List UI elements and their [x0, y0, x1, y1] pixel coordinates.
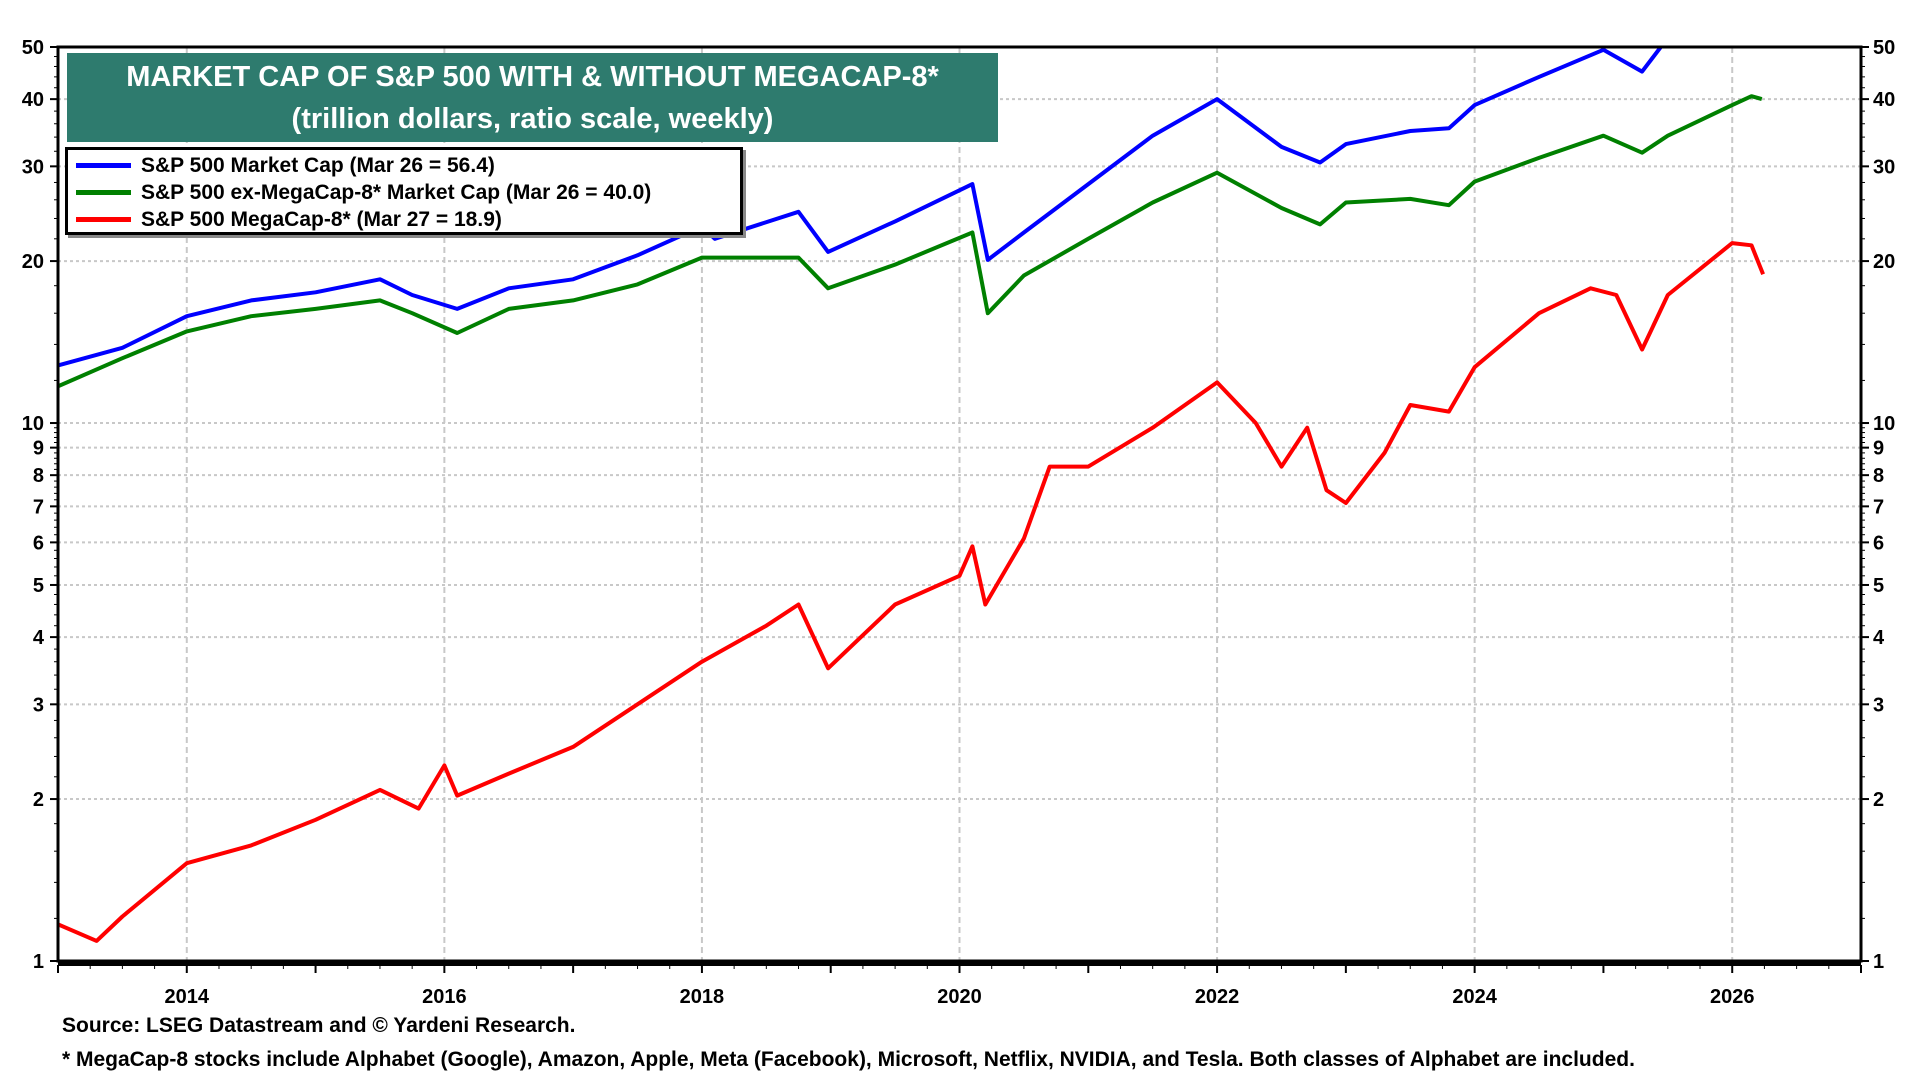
legend-label: S&P 500 Market Cap (Mar 26 = 56.4): [141, 153, 495, 177]
y-tick-label-left: 5: [33, 575, 44, 597]
y-tick-label-right: 20: [1873, 251, 1895, 273]
y-tick-label-right: 6: [1873, 532, 1884, 554]
y-tick-label-left: 6: [33, 532, 44, 554]
x-tick-label: 2018: [680, 986, 725, 1008]
y-tick-label-right: 10: [1873, 413, 1895, 435]
y-tick-label-right: 50: [1873, 37, 1895, 59]
y-tick-label-left: 40: [22, 89, 44, 111]
source-note: Source: LSEG Datastream and © Yardeni Re…: [62, 1014, 576, 1037]
y-tick-label-left: 8: [33, 465, 44, 487]
legend: S&P 500 Market Cap (Mar 26 = 56.4) S&P 5…: [65, 147, 743, 235]
y-tick-label-right: 7: [1873, 496, 1884, 518]
chart-title-box: MARKET CAP OF S&P 500 WITH & WITHOUT MEG…: [67, 53, 998, 142]
y-tick-label-left: 50: [22, 37, 44, 59]
y-tick-label-left: 7: [33, 496, 44, 518]
series-line-0: [58, 47, 1664, 368]
legend-swatch-red: [76, 217, 131, 222]
y-tick-label-left: 3: [33, 694, 44, 716]
y-tick-label-right: 1: [1873, 951, 1884, 973]
y-tick-label-right: 8: [1873, 465, 1884, 487]
y-tick-label-left: 10: [22, 413, 44, 435]
x-tick-label: 2014: [165, 986, 210, 1008]
y-tick-label-left: 2: [33, 789, 44, 811]
y-tick-label-right: 3: [1873, 694, 1884, 716]
legend-label: S&P 500 ex-MegaCap-8* Market Cap (Mar 26…: [141, 180, 652, 204]
x-tick-label: 2022: [1195, 986, 1240, 1008]
y-tick-label-left: 1: [33, 951, 44, 973]
y-tick-label-left: 20: [22, 251, 44, 273]
y-tick-label-right: 4: [1873, 627, 1885, 649]
y-tick-label-left: 30: [22, 156, 44, 178]
y-tick-label-right: 40: [1873, 89, 1895, 111]
legend-item: S&P 500 ex-MegaCap-8* Market Cap (Mar 26…: [76, 179, 740, 206]
legend-swatch-green: [76, 190, 131, 195]
y-tick-label-right: 2: [1873, 789, 1884, 811]
series-line-2: [58, 241, 1765, 943]
series-line-1: [58, 94, 1763, 389]
legend-item: S&P 500 MegaCap-8* (Mar 27 = 18.9): [76, 206, 740, 233]
y-tick-label-left: 4: [33, 627, 45, 649]
x-tick-label: 2016: [422, 986, 467, 1008]
y-tick-label-right: 5: [1873, 575, 1884, 597]
x-tick-label: 2026: [1710, 986, 1755, 1008]
x-tick-label: 2020: [937, 986, 982, 1008]
y-tick-label-right: 30: [1873, 156, 1895, 178]
y-tick-label-right: 9: [1873, 438, 1884, 460]
x-tick-label: 2024: [1452, 986, 1497, 1008]
y-tick-label-left: 9: [33, 438, 44, 460]
chart-subtitle: (trillion dollars, ratio scale, weekly): [291, 103, 774, 135]
legend-swatch-blue: [76, 163, 131, 168]
legend-item: S&P 500 Market Cap (Mar 26 = 56.4): [76, 152, 740, 179]
footnote: * MegaCap-8 stocks include Alphabet (Goo…: [62, 1048, 1635, 1071]
legend-label: S&P 500 MegaCap-8* (Mar 27 = 18.9): [141, 207, 502, 231]
chart-title: MARKET CAP OF S&P 500 WITH & WITHOUT MEG…: [126, 61, 939, 93]
